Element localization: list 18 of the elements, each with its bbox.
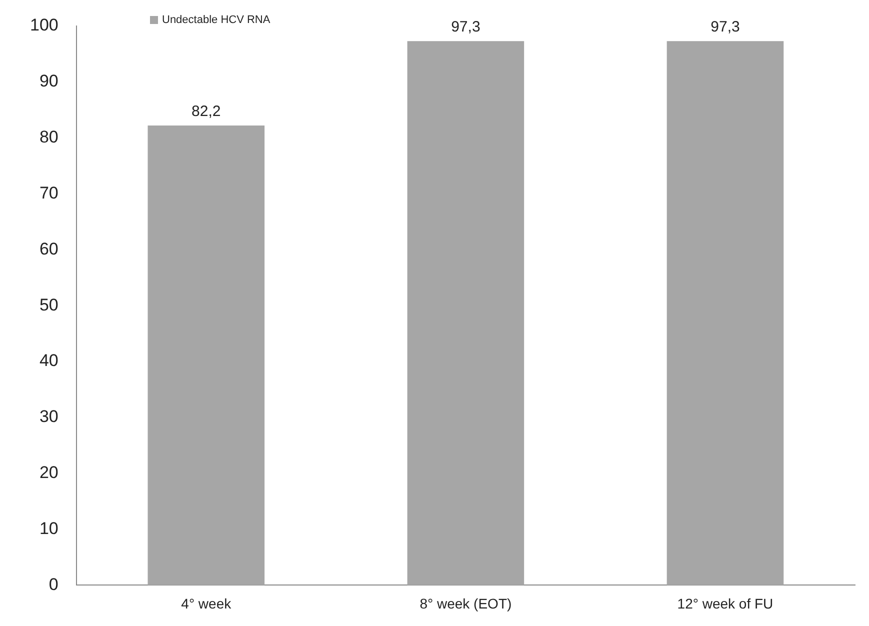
y-tick-label: 0 [48,574,58,594]
y-tick-label: 20 [39,463,58,482]
y-tick-label: 10 [39,518,58,538]
y-tick-label: 90 [39,72,58,91]
data-label: 82,2 [192,103,221,120]
y-tick-label: 50 [39,295,58,314]
data-label: 97,3 [710,18,740,36]
y-tick-label: 80 [39,128,58,147]
x-tick-label: 12° week of FU [677,595,774,612]
y-tick-label: 60 [39,239,58,258]
y-tick-label: 100 [30,16,58,35]
data-label: 97,3 [451,18,480,36]
legend-label: Undectable HCV RNA [162,14,270,26]
x-tick-label: 4° week [181,595,232,612]
y-tick-label: 40 [39,351,58,370]
y-tick-label: 30 [39,407,58,426]
x-tick-label: 8° week (EOT) [420,595,512,612]
y-tick-label: 70 [39,183,58,202]
